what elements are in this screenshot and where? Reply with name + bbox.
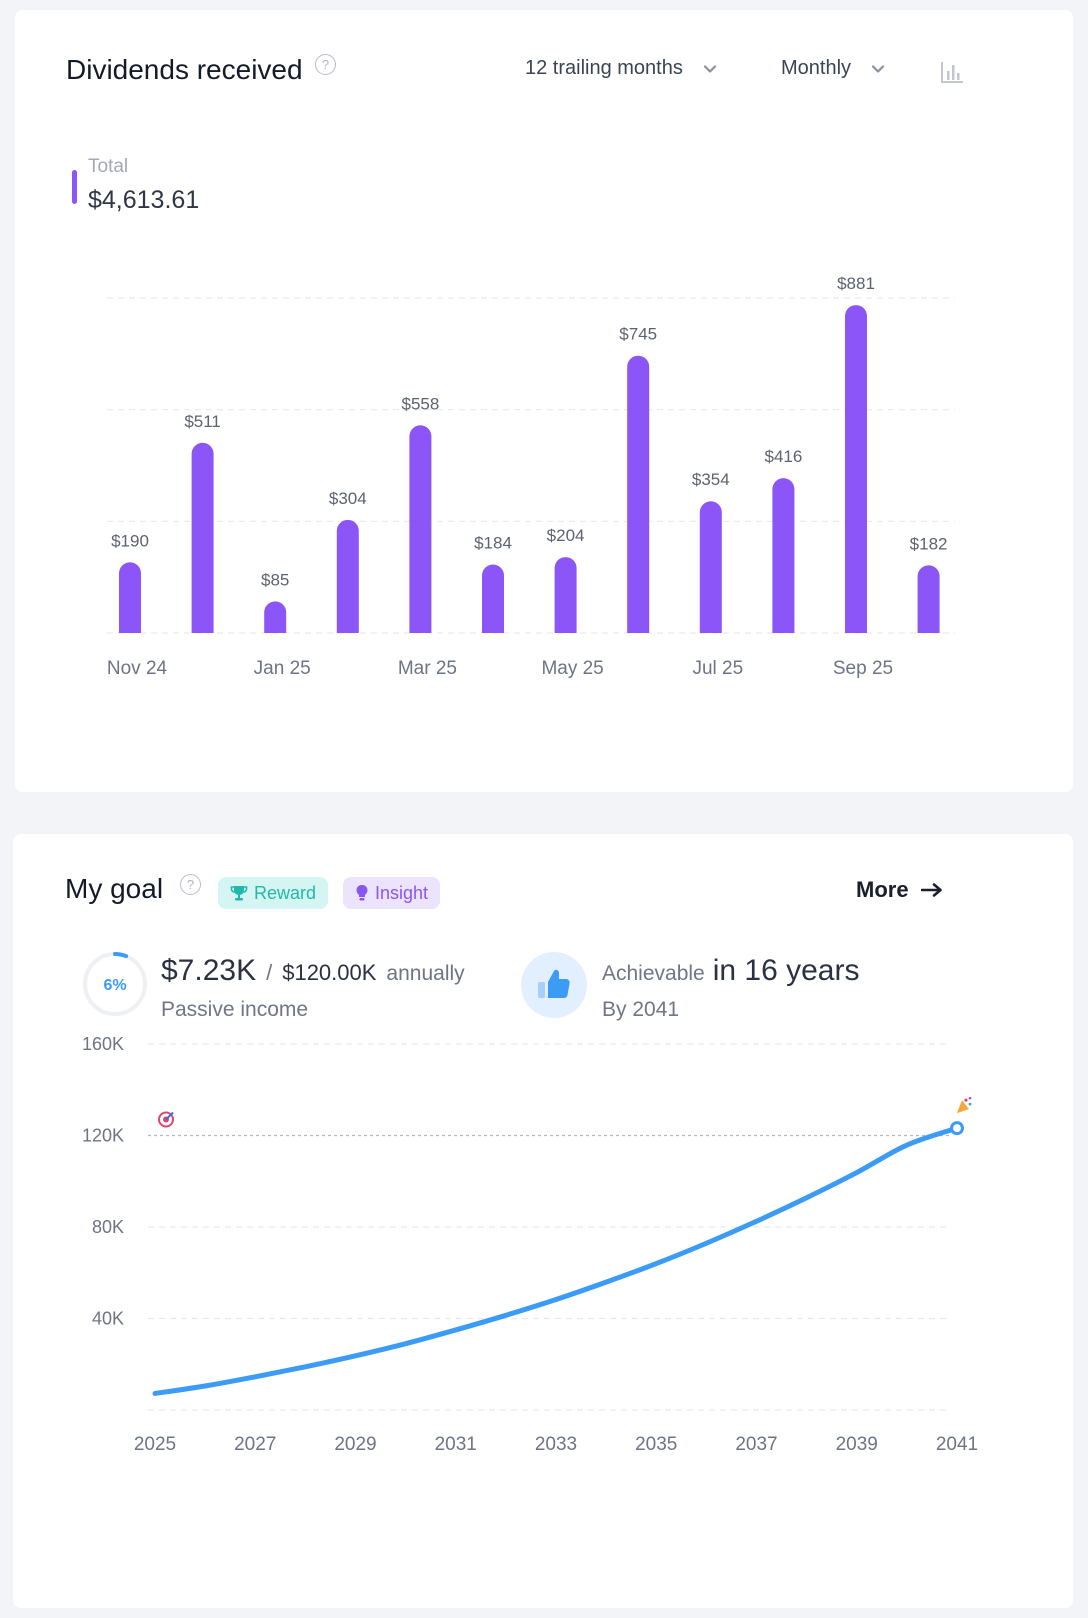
x-tick-label: 2025 — [134, 1434, 176, 1455]
bar — [336, 519, 359, 633]
confetti — [968, 1102, 972, 1106]
x-tick-label: 2029 — [334, 1434, 376, 1455]
end-point — [950, 1121, 964, 1136]
y-tick-label: 40K — [92, 1309, 124, 1329]
target-unit: annually — [386, 962, 465, 985]
period-dropdown[interactable]: Monthly — [781, 57, 885, 80]
legend-color-marker — [72, 170, 77, 204]
confetti — [968, 1096, 972, 1100]
insight-badge-label: Insight — [375, 882, 429, 903]
data-label: $190 — [111, 531, 149, 550]
bar — [772, 478, 795, 633]
x-tick-label: Jan 25 — [254, 658, 311, 679]
goal-title: My goal — [65, 873, 164, 904]
target-income: $120.00K — [282, 960, 377, 985]
data-label: $558 — [401, 394, 439, 413]
bar — [482, 564, 504, 633]
progress-label: 6% — [103, 977, 126, 994]
projection-line — [152, 1125, 960, 1396]
y-tick-label: 80K — [92, 1217, 124, 1237]
bar-chart-icon[interactable] — [939, 59, 965, 85]
achievable-label: Achievable — [602, 962, 705, 985]
data-label: $354 — [692, 470, 730, 489]
dividends-card: Dividends received ? 12 trailing months … — [15, 10, 1073, 792]
chevron-down-icon — [871, 64, 885, 73]
x-tick-label: May 25 — [541, 658, 603, 679]
party-popper-icon — [957, 1096, 972, 1114]
progress-ring: 6% — [83, 952, 147, 1016]
trophy-icon — [230, 886, 248, 901]
reward-badge-label: Reward — [254, 882, 317, 903]
x-tick-label: 2041 — [936, 1434, 978, 1455]
x-tick-label: 2037 — [735, 1434, 777, 1455]
dividends-title: Dividends received — [66, 54, 303, 85]
data-label: $745 — [619, 325, 657, 344]
data-label: $85 — [261, 570, 289, 589]
help-icon[interactable]: ? — [315, 54, 336, 75]
achievable-value: in 16 years — [712, 954, 860, 987]
target-icon — [158, 1111, 174, 1128]
x-tick-label: Mar 25 — [398, 658, 457, 679]
arrow-right-icon — [920, 883, 942, 897]
more-link[interactable]: More — [856, 877, 943, 903]
y-tick-label: 160K — [82, 1034, 124, 1054]
bar — [845, 305, 867, 633]
target-dart — [165, 1111, 174, 1121]
x-tick-label: 2033 — [535, 1434, 577, 1455]
data-label: $304 — [329, 489, 367, 508]
passive-income-stat: $7.23K / $120.00K annually — [161, 954, 465, 988]
current-income: $7.23K — [161, 954, 257, 987]
data-label: $184 — [474, 534, 512, 553]
range-dropdown-label: 12 trailing months — [525, 57, 683, 79]
bar — [554, 557, 577, 633]
y-tick-label: 120K — [82, 1126, 124, 1146]
period-dropdown-label: Monthly — [781, 57, 852, 79]
x-tick-label: Nov 24 — [107, 658, 168, 679]
x-tick-label: 2031 — [435, 1434, 477, 1455]
dividends-bar-chart: $190 $511 $85 $304 $558 $184 $204 $745 $354 $416 $… — [107, 274, 955, 679]
x-tick-label: Sep 25 — [833, 658, 893, 679]
x-tick-label: Jul 25 — [692, 658, 743, 679]
x-tick-label: 2027 — [234, 1434, 276, 1455]
popper-cone — [957, 1100, 969, 1114]
bar — [699, 501, 722, 633]
stat-separator: / — [266, 960, 273, 985]
goal-projection-chart: 160K 120K 80K 40K 2025 2027 2029 2031 2033 2035 20… — [82, 1034, 978, 1455]
help-icon[interactable]: ? — [180, 874, 201, 895]
range-dropdown[interactable]: 12 trailing months — [525, 57, 717, 80]
thumbs-up-badge — [521, 952, 587, 1018]
data-label: $881 — [837, 274, 875, 293]
data-label: $511 — [184, 412, 221, 431]
bar — [917, 565, 940, 633]
bar — [191, 442, 214, 633]
reward-badge[interactable]: Reward — [218, 877, 329, 909]
x-tick-label: 2035 — [635, 1434, 677, 1455]
more-link-label: More — [856, 877, 909, 902]
passive-income-label: Passive income — [161, 998, 309, 1021]
chevron-down-icon — [703, 64, 716, 73]
insight-badge[interactable]: Insight — [343, 877, 441, 909]
thumbs-up-icon — [538, 969, 570, 998]
confetti — [964, 1098, 968, 1102]
data-label: $182 — [910, 534, 948, 553]
x-tick-label: 2039 — [836, 1434, 878, 1455]
total-value: $4,613.61 — [88, 186, 200, 214]
legend-label: Total — [88, 156, 129, 177]
lightbulb-icon — [356, 885, 368, 901]
bar — [264, 601, 287, 633]
target-year-label: By 2041 — [602, 998, 680, 1021]
achievable-stat: Achievable in 16 years — [602, 954, 859, 988]
bar — [119, 562, 141, 633]
goal-card: My goal ? Reward Insight More 6% $7.23K — [13, 834, 1073, 1608]
data-label: $204 — [547, 526, 585, 545]
bar — [627, 355, 650, 633]
data-label: $416 — [764, 447, 802, 466]
bar — [409, 425, 432, 633]
